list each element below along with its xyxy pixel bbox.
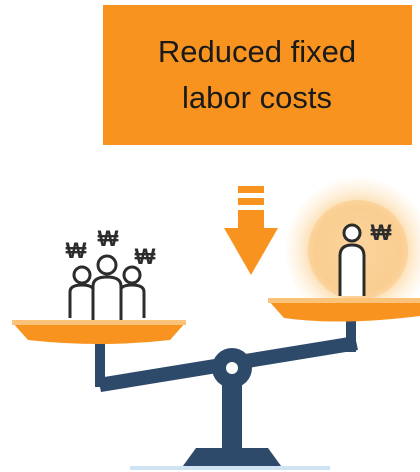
right-pan bbox=[268, 300, 420, 322]
currency-symbol: ₩ bbox=[66, 238, 87, 263]
title-line: labor costs bbox=[182, 80, 332, 115]
currency-symbol: ₩ bbox=[98, 226, 119, 251]
illustration: Reduced fixed labor costs ₩ ₩ ₩ bbox=[0, 0, 420, 472]
pivot-dot bbox=[226, 362, 238, 374]
currency-symbol: ₩ bbox=[135, 244, 156, 269]
right-post bbox=[346, 318, 356, 352]
page: Reduced fixed labor costs ₩ ₩ ₩ bbox=[0, 0, 420, 472]
left-pan bbox=[12, 322, 186, 344]
right-pan-rim bbox=[268, 298, 420, 303]
title-line: Reduced fixed bbox=[158, 34, 356, 69]
down-arrow bbox=[224, 186, 278, 275]
left-pan-rim bbox=[12, 320, 186, 325]
left-post bbox=[95, 337, 105, 387]
people-group bbox=[70, 256, 144, 320]
title-box bbox=[103, 5, 412, 145]
person bbox=[340, 225, 364, 296]
currency-symbol: ₩ bbox=[371, 220, 392, 245]
stand bbox=[180, 375, 284, 470]
floor bbox=[130, 466, 330, 470]
